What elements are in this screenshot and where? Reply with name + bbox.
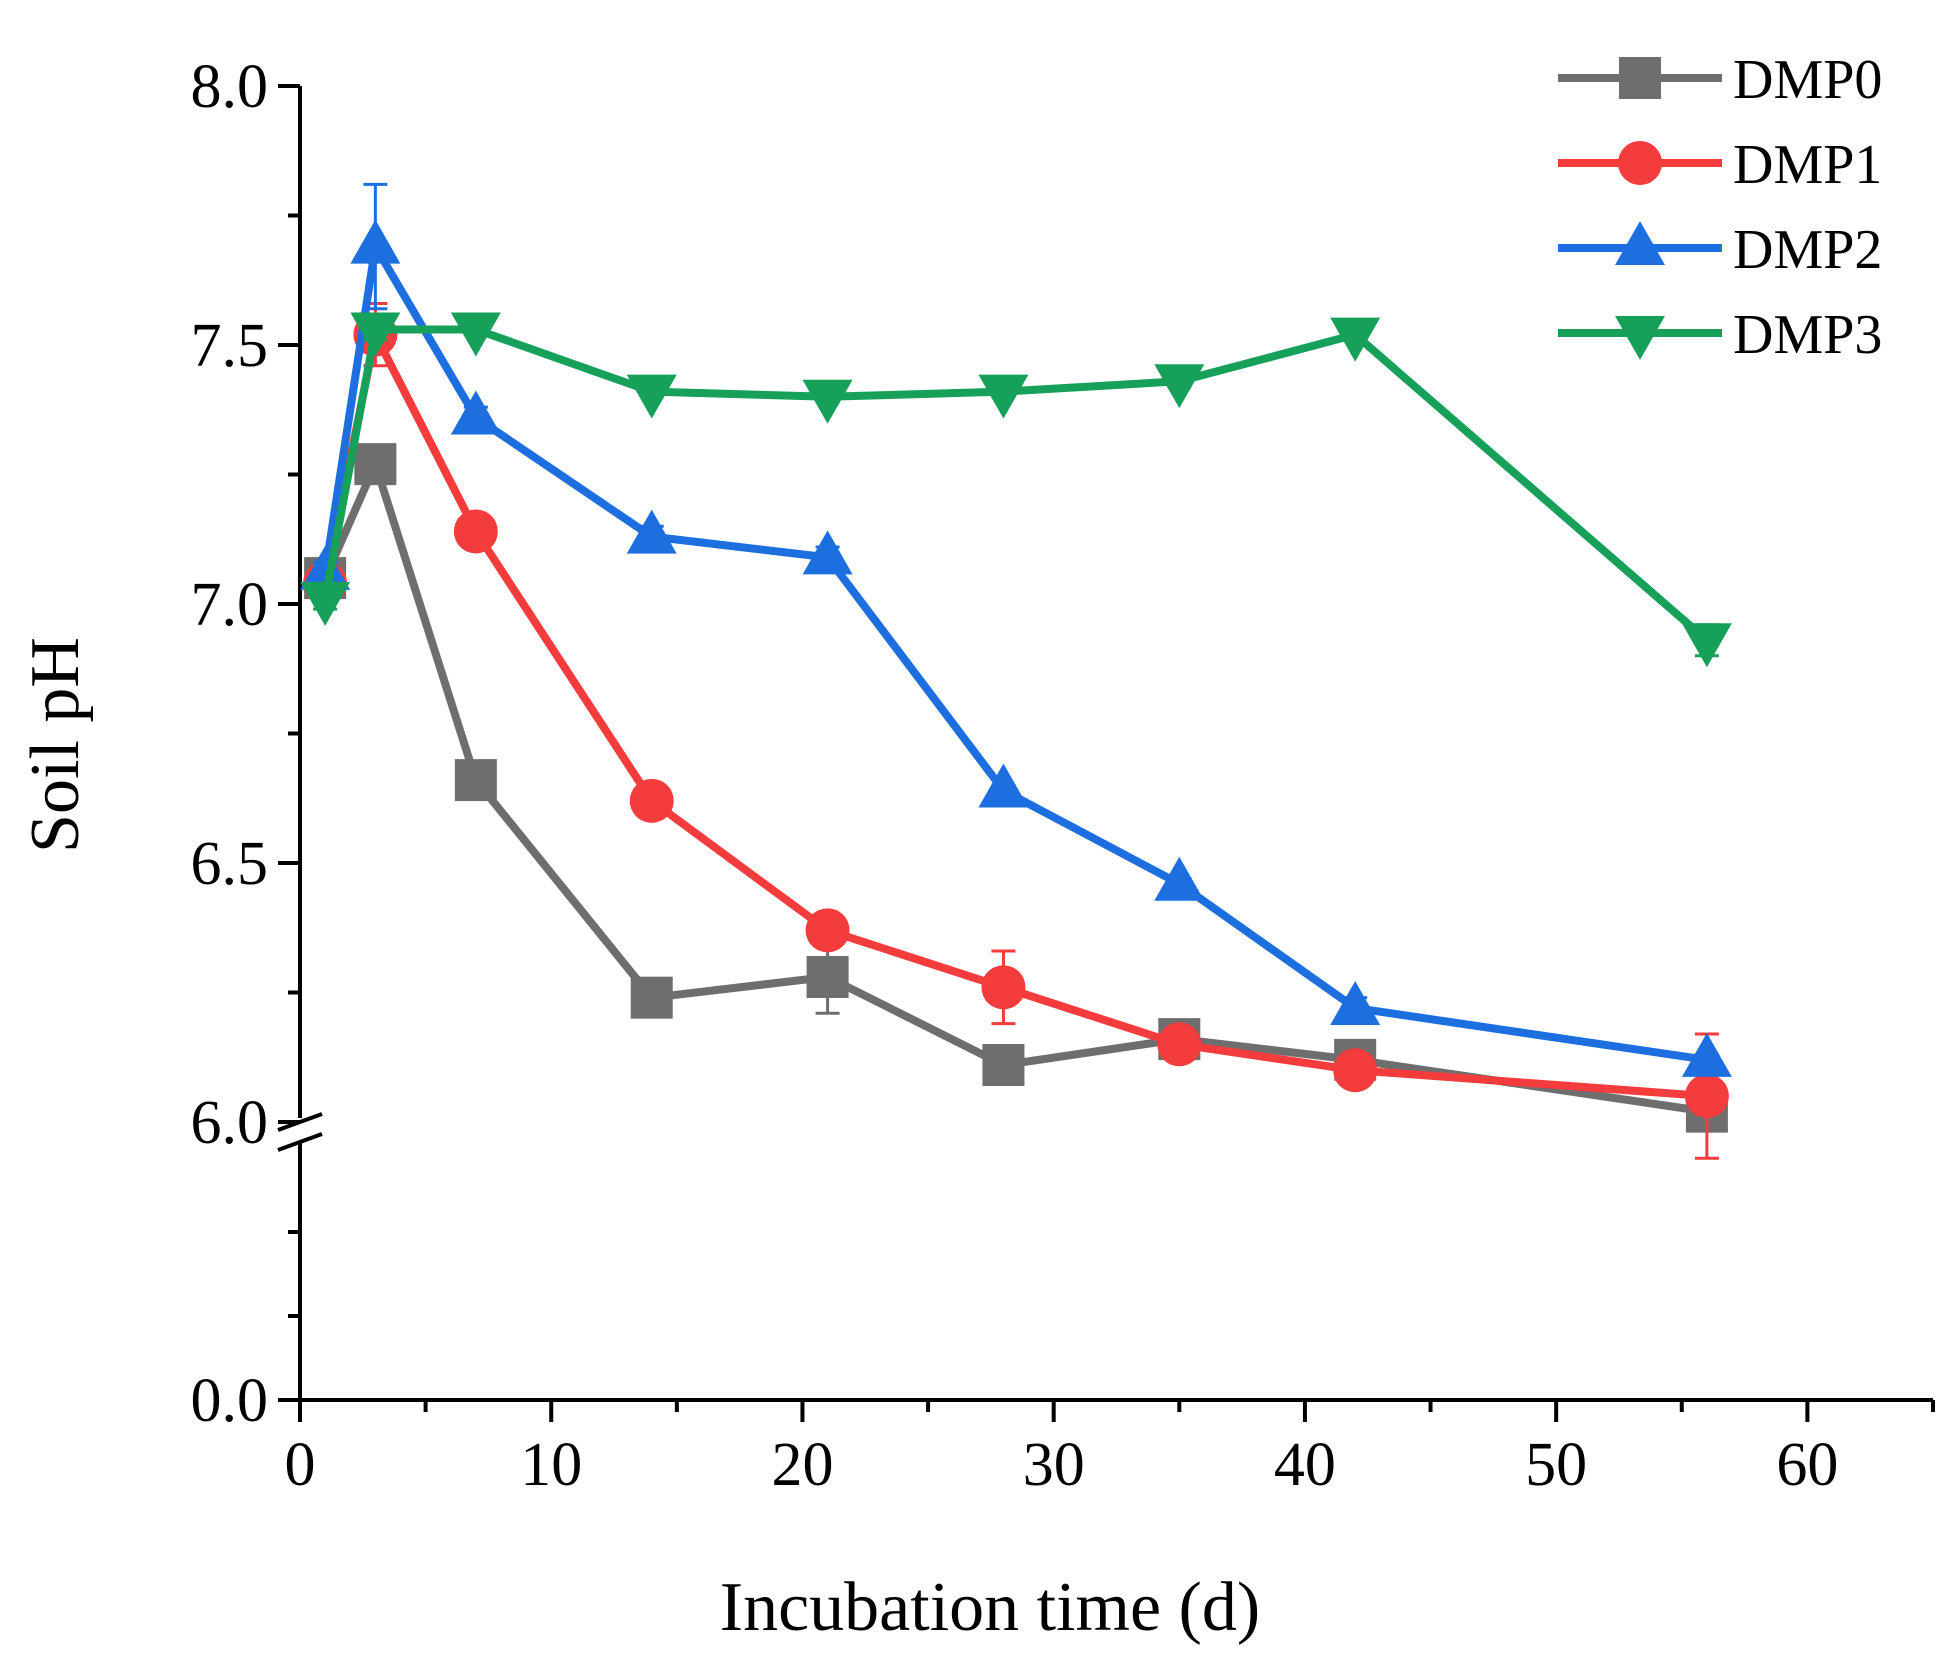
data-point [978,763,1029,808]
data-point [1330,981,1381,1026]
x-axis-title: Incubation time (d) [720,1569,1260,1646]
data-point [805,908,850,953]
x-tick-label: 50 [1525,1431,1587,1499]
data-point [1681,1032,1732,1077]
legend-marker [1615,316,1665,360]
x-tick-label: 40 [1274,1431,1336,1499]
data-point [354,443,397,486]
series-dmp2 [300,182,1732,1077]
data-point [1157,1022,1202,1067]
y-tick-label: 8.0 [191,53,269,121]
axes: 0 10 20 30 40 50 60 0.0 6.0 6.5 7.0 7.5 8.0 [191,53,1935,1499]
x-tick-label: 10 [520,1431,582,1499]
y-axis-title: Soil pH [17,637,94,853]
data-point [1681,623,1732,668]
data-point [978,374,1029,419]
y-tick-label: 7.5 [191,312,269,380]
data-point [350,219,401,264]
data-point [300,581,351,626]
data-point [630,976,673,1019]
data-point [626,374,677,419]
y-tick-label: 0.0 [191,1367,269,1435]
legend-label: DMP1 [1733,134,1882,196]
legend: DMP0 DMP1 DMP2 DMP3 [1558,49,1882,366]
x-tick-label: 60 [1776,1431,1838,1499]
y-tick-label: 7.0 [191,571,269,639]
data-point [802,379,853,424]
data-point [806,955,849,998]
data-point [1330,317,1381,362]
x-tick-label: 20 [771,1431,833,1499]
series-dmp3 [300,312,1732,668]
data-point [1333,1048,1378,1093]
legend-label: DMP2 [1733,219,1882,281]
data-point [350,312,401,357]
legend-label: DMP3 [1733,304,1882,366]
legend-label: DMP0 [1733,49,1882,111]
legend-item-dmp1: DMP1 [1558,134,1882,196]
x-tick-label: 0 [285,1431,316,1499]
legend-item-dmp0: DMP0 [1558,49,1882,111]
data-point [1684,1074,1729,1119]
legend-item-dmp2: DMP2 [1558,219,1882,281]
y-tick-label: 6.0 [191,1089,269,1157]
data-point [1154,856,1205,901]
data-point [626,509,677,554]
data-point [450,312,501,357]
data-point [453,509,498,554]
data-point [982,1044,1025,1087]
series-layer [300,182,1732,1160]
y-tick-label: 6.5 [191,830,269,898]
data-point [1154,364,1205,409]
data-point [981,965,1026,1010]
data-point [300,545,351,590]
series-line [321,242,1708,1064]
legend-marker [1619,57,1661,99]
data-point [450,390,501,435]
x-tick-label: 30 [1023,1431,1085,1499]
data-point [454,759,497,802]
y-break-mark-bottom [277,1132,323,1152]
legend-marker [1615,221,1665,265]
legend-marker [1618,141,1662,185]
legend-item-dmp3: DMP3 [1558,304,1882,366]
data-point [629,778,674,823]
data-point [802,530,853,575]
